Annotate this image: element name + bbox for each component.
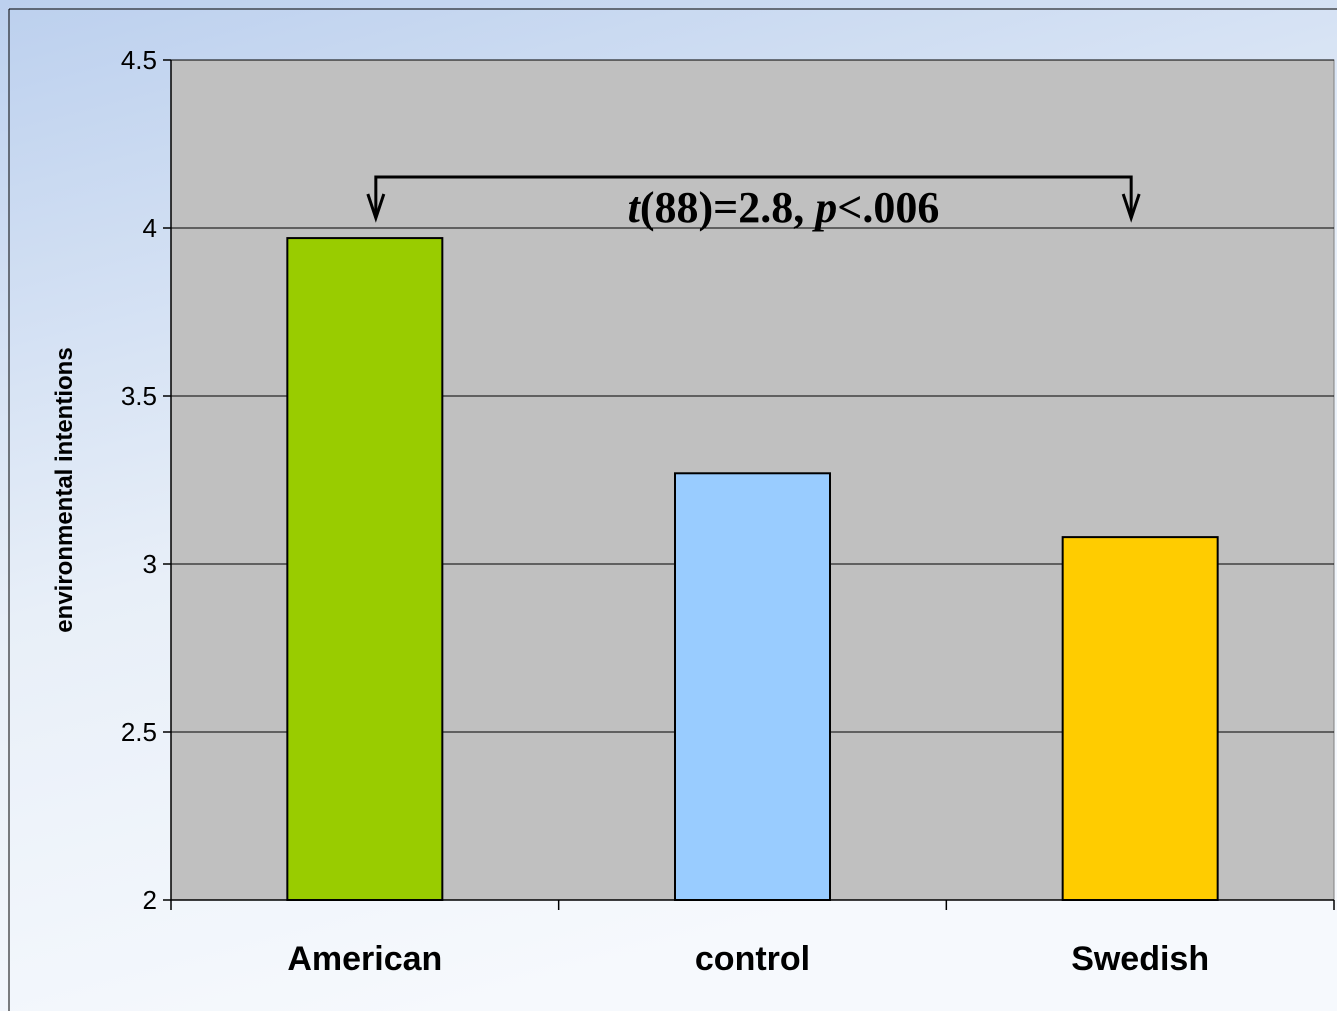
significance-label: t(88)=2.8, p<.006 bbox=[628, 183, 940, 232]
significance-annotation: t(88)=2.8, p<.006 bbox=[366, 175, 1141, 232]
y-tick-label: 4.5 bbox=[121, 45, 157, 75]
stat-p-value: <.006 bbox=[837, 183, 939, 232]
x-tick-labels: American control Swedish bbox=[287, 940, 1209, 978]
axes bbox=[163, 59, 1335, 910]
significance-bracket bbox=[374, 175, 1133, 218]
bar-swedish bbox=[1061, 536, 1219, 901]
y-axis-label: environmental intentions bbox=[51, 347, 78, 632]
arrow-down-icon bbox=[1121, 193, 1141, 223]
x-tick-label: Swedish bbox=[1071, 940, 1209, 978]
stat-df-value: (88)=2.8, bbox=[640, 183, 815, 232]
arrow-down-icon bbox=[366, 193, 386, 223]
stat-p: p bbox=[811, 183, 837, 232]
bar-american bbox=[286, 237, 444, 901]
stat-t: t bbox=[628, 183, 642, 232]
y-tick-labels: 2 2.5 3 3.5 4 4.5 bbox=[121, 45, 157, 915]
y-tick-label: 2 bbox=[143, 885, 157, 915]
y-tick-label: 4 bbox=[143, 213, 157, 243]
x-tick-label: control bbox=[695, 940, 810, 978]
x-tick-label: American bbox=[287, 940, 442, 978]
y-tick-label: 3.5 bbox=[121, 381, 157, 411]
bar-control bbox=[674, 472, 831, 901]
y-tick-label: 3 bbox=[143, 549, 157, 579]
y-tick-label: 2.5 bbox=[121, 717, 157, 747]
